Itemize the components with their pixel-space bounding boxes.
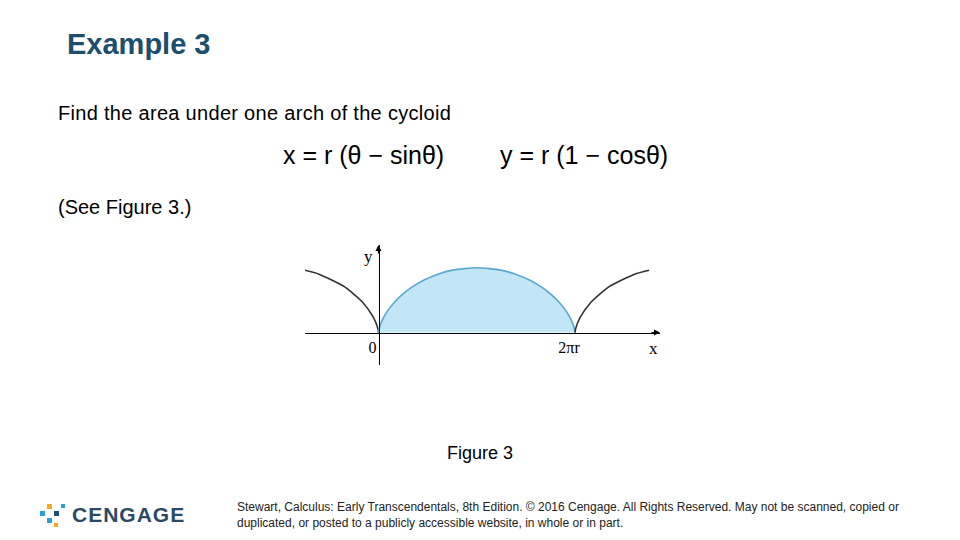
- svg-text:2πr: 2πr: [558, 339, 580, 356]
- html-text:Stewart, Calculus: Early Trans: Stewart, Calculus: Early Transcendentals…: [237, 500, 899, 530]
- html-text:CENGAGE: CENGAGE: [72, 503, 186, 526]
- html-text:y = r (1 − cosθ): y = r (1 − cosθ): [500, 141, 669, 169]
- html-text:Figure 3: Figure 3: [447, 443, 513, 463]
- svg-text:y: y: [364, 247, 373, 266]
- html-text:x = r (θ − sinθ): x = r (θ − sinθ): [283, 141, 445, 169]
- svg-text:x: x: [649, 339, 658, 358]
- html-text:Find the area under one arch o: Find the area under one arch of the cycl…: [58, 102, 452, 124]
- svg-text:0: 0: [369, 339, 377, 356]
- html-text:Example 3: Example 3: [67, 28, 211, 60]
- html-text:(See Figure 3.): (See Figure 3.): [58, 196, 192, 218]
